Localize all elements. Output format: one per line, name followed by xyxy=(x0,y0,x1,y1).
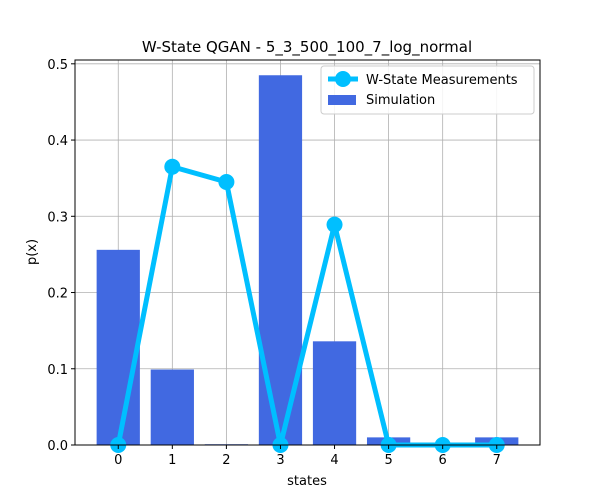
y-tick-label: 0.4 xyxy=(47,134,68,149)
y-tick-label: 0.5 xyxy=(47,58,68,73)
bar-4 xyxy=(312,341,357,445)
legend-box xyxy=(320,65,535,115)
y-axis-label: p(x) xyxy=(25,239,40,265)
x-axis-label: states xyxy=(287,474,327,489)
axis-layer: 0 1 2 3 4 5 6 7 0.0 0.1 0.2 0.3 0.4 0.5 xyxy=(47,58,541,468)
bar-1 xyxy=(150,369,194,445)
bar-0 xyxy=(96,249,140,445)
y-tick-label: 0.0 xyxy=(47,439,68,454)
legend-bar-swatch xyxy=(328,95,356,105)
x-tick-label: 2 xyxy=(222,453,230,468)
point-4 xyxy=(326,216,343,233)
bar-layer xyxy=(96,75,519,445)
plot-frame xyxy=(74,59,541,446)
grid-layer xyxy=(75,60,540,446)
x-tick-label: 3 xyxy=(276,453,284,468)
x-tick-label: 0 xyxy=(114,453,122,468)
legend-label-simulation: Simulation xyxy=(366,93,435,108)
x-tick-label: 4 xyxy=(330,453,338,468)
legend-label-w-state: W-State Measurements xyxy=(366,73,518,88)
point-2 xyxy=(218,173,235,190)
x-tick-label: 5 xyxy=(384,453,392,468)
y-tick-label: 0.2 xyxy=(47,287,68,302)
x-tick-label: 1 xyxy=(168,453,176,468)
point-1 xyxy=(164,158,181,175)
y-tick-label: 0.1 xyxy=(47,363,68,378)
x-tick-label: 7 xyxy=(493,453,501,468)
chart-title: W-State QGAN - 5_3_500_100_7_log_normal xyxy=(142,38,472,57)
x-tick-label: 6 xyxy=(439,453,447,468)
y-tick-label: 0.3 xyxy=(47,210,68,225)
legend-line-marker xyxy=(335,71,351,87)
legend: W-State Measurements Simulation xyxy=(320,65,535,115)
